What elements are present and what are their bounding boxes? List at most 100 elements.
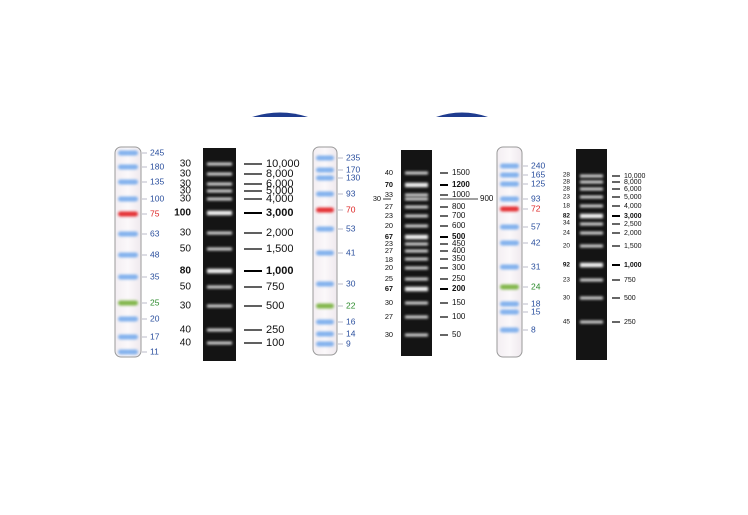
left-label: 40	[385, 168, 393, 177]
gel-lane	[576, 149, 607, 360]
band	[500, 309, 519, 315]
band	[207, 268, 232, 274]
left-label: 34	[563, 220, 571, 227]
band-label: 42	[531, 237, 541, 247]
band	[500, 327, 519, 333]
band-label: 125	[531, 178, 545, 188]
left-label: 30	[385, 298, 393, 307]
left-label: 27	[385, 202, 393, 211]
band	[500, 206, 519, 212]
band	[316, 175, 334, 181]
size-label: 700	[452, 211, 466, 220]
band-label: 48	[150, 249, 160, 259]
left-label: 45	[563, 319, 571, 326]
band	[405, 193, 428, 197]
size-label: 6,000	[266, 178, 294, 190]
band-label: 30	[346, 278, 356, 288]
band	[316, 331, 334, 337]
band	[405, 224, 428, 228]
size-label: 8,000	[266, 168, 294, 180]
band	[207, 162, 232, 166]
band	[500, 301, 519, 307]
band	[580, 213, 603, 219]
left-label: 30	[180, 169, 192, 180]
left-label: 24	[563, 230, 571, 237]
size-label: 10,000	[624, 173, 646, 180]
size-label: 6,000	[624, 186, 642, 193]
left-label: 50	[180, 282, 192, 293]
size-label: 4,000	[266, 193, 294, 205]
size-label: 3,000	[624, 213, 642, 220]
band	[500, 181, 519, 187]
band	[207, 210, 232, 216]
band	[580, 296, 603, 300]
band-label: 235	[346, 152, 360, 162]
left-label: 40	[180, 338, 192, 349]
band	[118, 252, 138, 258]
left-label: 27	[385, 312, 393, 321]
size-label: 1,500	[624, 243, 642, 250]
size-label: 400	[452, 246, 466, 255]
band-label: 41	[346, 247, 356, 257]
left-label: 30	[180, 186, 192, 197]
left-label: 20	[385, 263, 393, 272]
band-label: 63	[150, 228, 160, 238]
band	[580, 195, 603, 199]
left-label: 28	[563, 172, 571, 179]
band	[405, 249, 428, 253]
band	[207, 285, 232, 289]
size-label: 2,500	[624, 221, 642, 228]
band	[500, 196, 519, 202]
size-label: 900	[480, 194, 494, 203]
left-label: 30	[180, 194, 192, 205]
size-label: 1000	[452, 190, 470, 199]
band	[207, 341, 232, 345]
decor-arc	[436, 112, 488, 117]
ladder-lane	[496, 146, 523, 358]
band	[405, 234, 428, 240]
left-label: 25	[385, 274, 393, 283]
band-label: 31	[531, 261, 541, 271]
band	[118, 164, 138, 170]
size-label: 150	[452, 298, 466, 307]
left-label: 23	[563, 194, 571, 201]
band	[118, 349, 138, 355]
band-label: 25	[150, 297, 160, 307]
size-label: 1500	[452, 168, 470, 177]
band	[316, 303, 334, 309]
left-label: 100	[174, 208, 191, 219]
left-label: 70	[385, 180, 393, 189]
size-label: 750	[266, 281, 284, 293]
band	[405, 197, 428, 201]
band-label: 57	[531, 221, 541, 231]
size-label: 3,000	[266, 207, 294, 219]
band	[580, 180, 603, 184]
band-label: 20	[150, 313, 160, 323]
left-label: 30	[563, 295, 571, 302]
left-label: 30	[180, 228, 192, 239]
size-label: 450	[452, 239, 466, 248]
band	[405, 214, 428, 218]
band-label: 170	[346, 164, 360, 174]
ladder-lane	[114, 146, 142, 358]
band-label: 22	[346, 300, 356, 310]
size-label: 2,000	[266, 227, 294, 239]
band	[580, 231, 603, 235]
band	[207, 197, 232, 201]
gel-lane	[401, 150, 432, 356]
size-label: 5,000	[624, 194, 642, 201]
band-label: 9	[346, 338, 351, 348]
band	[118, 231, 138, 237]
band	[316, 155, 334, 161]
band	[500, 284, 519, 290]
band-label: 70	[346, 204, 356, 214]
left-label: 30	[180, 159, 192, 170]
size-label: 500	[266, 300, 284, 312]
band	[207, 182, 232, 186]
band	[405, 333, 428, 337]
band	[500, 224, 519, 230]
size-label: 100	[452, 312, 466, 321]
left-label: 23	[563, 277, 571, 284]
band-label: 75	[150, 208, 160, 218]
